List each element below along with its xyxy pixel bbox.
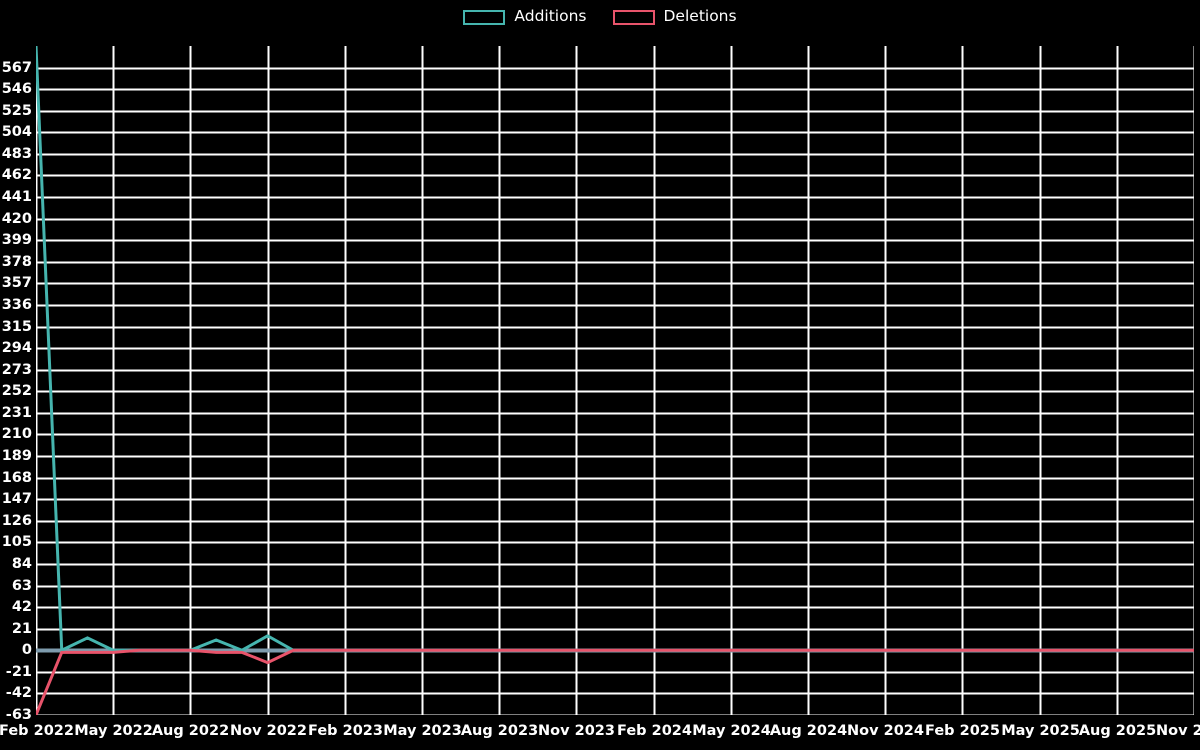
x-tick-label: Feb 2025 <box>925 723 1000 739</box>
vertical-gridlines <box>36 46 1194 715</box>
horizontal-gridlines <box>36 67 1194 715</box>
y-tick-label: 105 <box>1 534 32 551</box>
x-tick-label: Aug 2025 <box>1078 723 1157 739</box>
x-tick-label: Feb 2023 <box>308 723 383 739</box>
y-tick-label: 357 <box>1 275 32 292</box>
legend-swatch-additions-icon <box>463 9 506 25</box>
y-tick-label: 42 <box>11 598 32 615</box>
x-tick-label: Nov 2025 <box>1156 723 1200 739</box>
y-tick-label: 126 <box>1 512 32 529</box>
y-tick-label: 63 <box>11 577 32 594</box>
y-tick-label: 294 <box>1 339 32 356</box>
y-tick-label: 462 <box>1 167 32 184</box>
series-line-deletions <box>36 648 1194 715</box>
x-tick-label: Aug 2023 <box>460 723 539 739</box>
data-series <box>36 46 1194 715</box>
plot-svg <box>36 46 1194 715</box>
x-tick-label: Nov 2024 <box>847 723 924 739</box>
y-tick-label: -42 <box>5 685 32 702</box>
y-tick-label: 315 <box>1 318 32 335</box>
x-tick-label: Nov 2022 <box>230 723 307 739</box>
y-tick-label: 336 <box>1 296 32 313</box>
y-tick-label: 378 <box>1 253 32 270</box>
y-tick-label: -21 <box>5 663 32 680</box>
y-tick-label: 84 <box>11 555 32 572</box>
x-tick-label: May 2025 <box>1001 723 1080 739</box>
y-tick-label: 546 <box>1 80 32 97</box>
x-tick-label: Aug 2022 <box>151 723 230 739</box>
y-tick-label: 168 <box>1 469 32 486</box>
y-tick-label: 273 <box>1 361 32 378</box>
legend-swatch-deletions-icon <box>612 9 655 25</box>
x-tick-label: May 2022 <box>74 723 153 739</box>
y-tick-label: 252 <box>1 383 32 400</box>
y-tick-label: 189 <box>1 447 32 464</box>
y-tick-label: 567 <box>1 59 32 76</box>
legend-label-deletions: Deletions <box>663 7 737 26</box>
y-tick-label: 525 <box>1 102 32 119</box>
y-tick-label: 210 <box>1 426 32 443</box>
x-tick-label: Feb 2024 <box>617 723 692 739</box>
legend-label-additions: Additions <box>514 7 587 26</box>
y-tick-label: 147 <box>1 490 32 507</box>
y-tick-label: 21 <box>11 620 32 637</box>
x-tick-label: Feb 2022 <box>0 723 74 739</box>
x-tick-label: Aug 2024 <box>769 723 848 739</box>
y-tick-label: 399 <box>1 231 32 248</box>
x-tick-label: May 2023 <box>383 723 462 739</box>
y-axis: 567 546 525 504 483 462 441 420 399 378 357 336 315 2… <box>0 46 32 721</box>
chart-legend: Additions Deletions <box>0 0 1200 34</box>
legend-item-deletions[interactable]: Deletions <box>612 7 737 26</box>
y-tick-label: -63 <box>5 706 32 723</box>
y-tick-label: 0 <box>21 642 32 658</box>
y-tick-label: 483 <box>1 145 32 162</box>
plot-area <box>36 46 1194 715</box>
x-tick-label: Nov 2023 <box>538 723 615 739</box>
y-tick-label: 231 <box>1 404 32 421</box>
y-tick-label: 441 <box>1 188 32 205</box>
x-axis: Feb 2022 May 2022 Aug 2022 Nov 2022 Feb 2023… <box>0 716 1200 750</box>
y-tick-label: 420 <box>1 210 32 227</box>
legend-item-additions[interactable]: Additions <box>463 7 587 26</box>
y-tick-label: 504 <box>1 124 32 141</box>
x-tick-label: May 2024 <box>692 723 771 739</box>
